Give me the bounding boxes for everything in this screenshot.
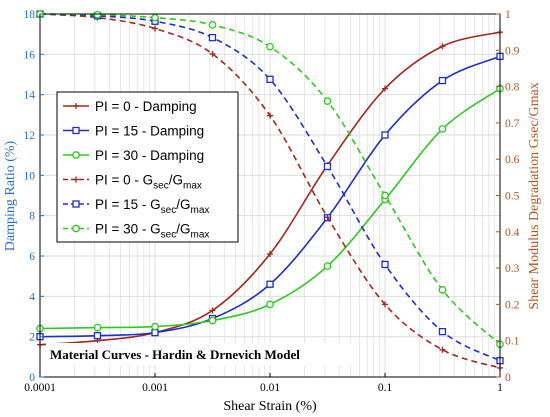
chart-title-box: Material Curves - Hardin & Drnevich Mode… — [46, 343, 355, 365]
series-3-point — [151, 322, 159, 331]
legend-label: PI = 30 - Damping — [95, 148, 204, 163]
series-6-point — [323, 97, 332, 105]
legend-swatch-marker — [72, 151, 80, 159]
series-1-line — [39, 31, 501, 346]
legend: PI = 0 - Damping PI = 15 - Damping PI = 30… — [56, 91, 239, 243]
series-2-point — [438, 76, 447, 85]
series-1-point — [439, 43, 446, 50]
legend-item: PI = 15 - Gsec/Gmax — [63, 197, 209, 216]
legend-item: PI = 30 - Gsec/Gmax — [63, 222, 209, 241]
y-left-tick-label: 6 — [29, 251, 35, 263]
series-3 — [36, 84, 504, 333]
series-4-point — [267, 112, 273, 119]
series-5-point — [323, 162, 332, 171]
y-left-tick-label: 0 — [29, 372, 35, 384]
x-tick-label: 0.001 — [142, 382, 168, 394]
series-2-line — [39, 55, 501, 338]
legend-label: PI = 0 - Damping — [95, 99, 197, 114]
series-5-line — [39, 13, 501, 362]
y-left-tick-label: 14 — [24, 90, 36, 102]
series-4-point — [439, 346, 446, 353]
legend-item: PI = 30 - Damping — [63, 148, 204, 163]
x-axis-title: Shear Strain (%) — [223, 399, 317, 414]
series-1-point — [382, 85, 388, 92]
series-6-line — [39, 13, 501, 345]
legend-item: PI = 0 - Gsec/Gmax — [63, 173, 202, 192]
y-left-tick-label: 10 — [24, 170, 36, 182]
series-4-point — [209, 50, 216, 57]
series-2-point — [266, 280, 274, 288]
series-3-point — [208, 316, 217, 325]
series-2-point — [93, 332, 102, 340]
series-4-point — [382, 301, 388, 308]
x-tick-label: 0.0001 — [24, 382, 56, 394]
legend-swatch-marker — [72, 126, 80, 135]
y-left-tick-label: 2 — [29, 332, 35, 344]
legend-label: PI = 30 - Gsec/Gmax — [95, 222, 209, 241]
series-1-point — [267, 250, 273, 257]
y-right-tick-label: 0 — [505, 372, 511, 384]
series-6-point — [208, 21, 217, 29]
y-axis-left-title: Damping Ratio (%) — [3, 140, 18, 251]
chart-title-background — [46, 343, 355, 365]
series-6-point — [151, 13, 159, 22]
y-left-tick-label: 18 — [24, 9, 36, 21]
series-3-point — [93, 323, 102, 332]
x-tick-label: 0.01 — [260, 382, 280, 394]
legend-swatch-marker — [72, 224, 80, 233]
series-6-point — [266, 42, 274, 51]
series-6 — [36, 10, 504, 349]
y-right-tick-label: 0.6 — [505, 154, 520, 166]
x-tick-label: 0.1 — [378, 382, 393, 394]
legend-label: PI = 15 - Damping — [95, 124, 204, 139]
legend-swatch-marker — [73, 103, 79, 109]
y-axis-right-title: Shear Modulus Degradation Gsec/Gmax — [527, 82, 542, 309]
series-5-point — [381, 260, 389, 269]
series-2-point — [151, 328, 159, 337]
y-right-tick-label: 0.5 — [505, 191, 520, 203]
legend-box — [56, 91, 239, 243]
x-tick-label: 1 — [497, 382, 503, 394]
y-right-tick-label: 0.4 — [505, 227, 520, 239]
legend-item: PI = 0 - Damping — [63, 99, 197, 114]
series-6-point — [381, 191, 389, 200]
series-5-point — [438, 327, 447, 336]
series-6-point — [438, 286, 447, 294]
y-left-tick-label: 4 — [29, 291, 35, 303]
legend-swatch-marker — [72, 200, 80, 208]
series-1-point — [209, 307, 216, 314]
legend-label: PI = 15 - Gsec/Gmax — [95, 197, 209, 216]
y-right-tick-label: 0.2 — [505, 299, 520, 311]
y-right-tick-label: 0.1 — [505, 336, 520, 348]
series-4-point — [152, 25, 158, 32]
series-2-point — [381, 131, 389, 139]
series-layer — [36, 10, 504, 371]
legend-swatch-marker — [73, 176, 79, 183]
y-right-tick-label: 0.8 — [505, 82, 520, 94]
series-5-point — [208, 33, 217, 42]
chart-title: Material Curves - Hardin & Drnevich Mode… — [50, 347, 300, 362]
series-3-point — [323, 262, 332, 270]
series-5-point — [266, 75, 274, 83]
series-6-point — [93, 10, 102, 19]
y-right-tick-label: 0.7 — [505, 118, 520, 130]
legend-label: PI = 0 - Gsec/Gmax — [95, 173, 202, 192]
legend-item: PI = 15 - Damping — [63, 124, 204, 139]
y-right-tick-label: 0.3 — [505, 263, 520, 275]
axes-layer: 0.0001 0.001 0.01 0.1 102468101214161800.10.… — [24, 9, 520, 394]
y-right-tick-label: 0.9 — [505, 45, 520, 57]
series-3-point — [438, 125, 447, 133]
y-right-tick-label: 1 — [505, 9, 511, 21]
series-4-line — [39, 13, 501, 369]
series-3-point — [266, 300, 274, 309]
series-4-point — [324, 214, 331, 221]
series-3-line — [39, 87, 501, 330]
y-left-tick-label: 8 — [29, 211, 35, 223]
y-left-tick-label: 12 — [24, 130, 36, 142]
y-left-tick-label: 16 — [24, 49, 36, 61]
